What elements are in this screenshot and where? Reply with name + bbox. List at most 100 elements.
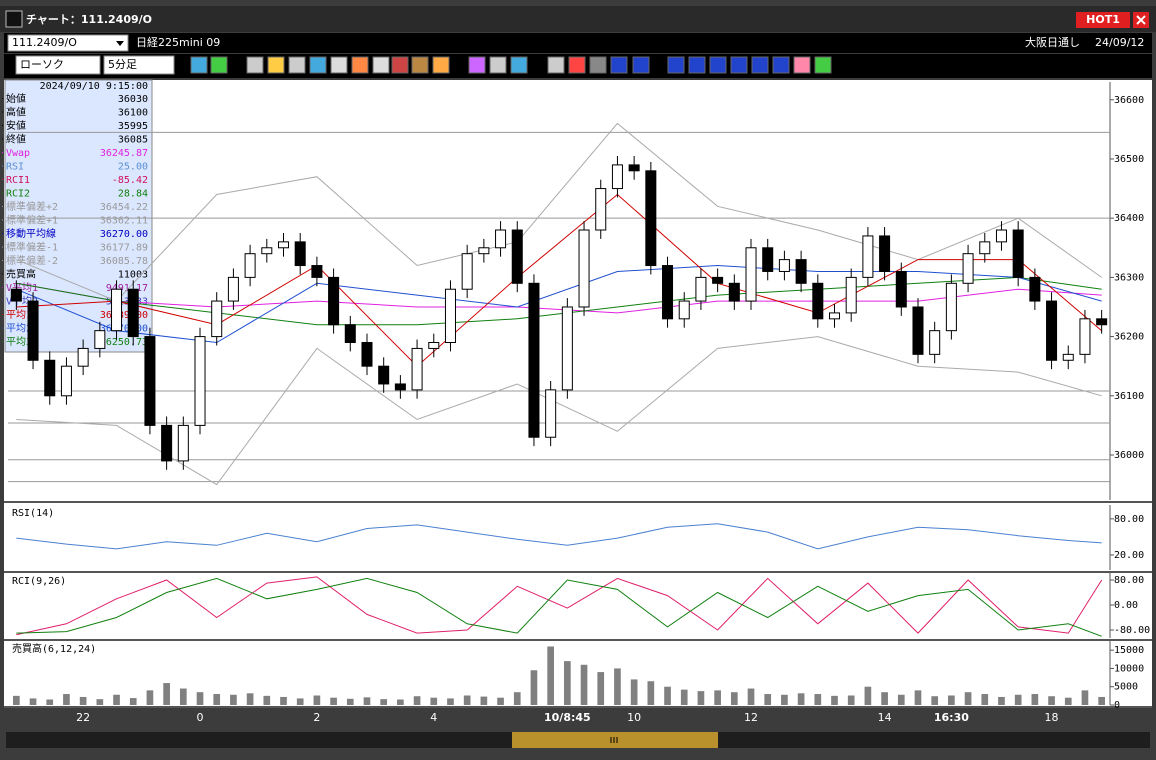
info-value: 36270.00 — [100, 229, 148, 240]
candle-body — [378, 365, 390, 385]
info-swatch — [2, 327, 3, 329]
indicator-line — [16, 576, 1103, 636]
candle-body — [511, 229, 523, 284]
volume-bar — [564, 661, 571, 705]
toolbar-button[interactable] — [210, 56, 228, 74]
volume-bar — [697, 691, 705, 705]
scrollbar-thumb[interactable] — [512, 732, 718, 748]
candle-body — [962, 253, 974, 284]
info-label: 高値 — [6, 106, 26, 119]
toolbar-button[interactable] — [610, 56, 628, 74]
toolbar-button[interactable] — [372, 56, 390, 74]
info-value: 11003 — [118, 270, 148, 281]
volume-bar — [664, 686, 671, 705]
info-swatch — [2, 98, 3, 99]
toolbar-button[interactable] — [468, 56, 486, 74]
volume-bar — [764, 694, 772, 705]
hot-badge[interactable] — [1076, 12, 1130, 28]
volume-bar — [881, 692, 888, 705]
candle-body — [645, 170, 657, 267]
toolbar-button[interactable] — [288, 56, 306, 74]
volume-bar — [1014, 694, 1022, 705]
toolbar-button[interactable] — [568, 56, 586, 74]
info-value: 36189.00 — [100, 310, 148, 321]
volume-bar — [313, 695, 321, 705]
info-label: 標準偏差+1 — [6, 214, 58, 227]
toolbar-button[interactable] — [309, 56, 327, 74]
toolbar-button[interactable] — [751, 56, 769, 74]
volume-bar — [497, 697, 504, 705]
info-value: 36030 — [118, 94, 148, 105]
volume-bar — [914, 690, 922, 705]
candle-body — [211, 300, 223, 338]
volume-bar — [864, 686, 872, 705]
indicator-line — [16, 336, 1102, 486]
toolbar-button[interactable] — [709, 56, 727, 74]
toolbar-button[interactable] — [246, 56, 264, 74]
toolbar-button[interactable] — [267, 56, 285, 74]
y-tick-label: 20.00 — [1114, 550, 1144, 561]
candle-body — [361, 342, 373, 367]
info-swatch — [2, 206, 3, 207]
volume-bar — [981, 694, 989, 705]
symbol-select[interactable] — [7, 34, 129, 52]
candle-body — [127, 288, 139, 338]
candle-body — [394, 383, 406, 391]
candle-body — [812, 282, 824, 320]
toolbar-button[interactable] — [547, 56, 565, 74]
toolbar-button[interactable] — [510, 56, 528, 74]
candle-body — [979, 241, 991, 255]
info-value: 36085.78 — [100, 256, 148, 267]
info-swatch — [2, 287, 3, 288]
toolbar-button[interactable] — [730, 56, 748, 74]
interval-text: 5分足 — [108, 58, 137, 71]
x-axis-band — [4, 706, 1152, 730]
toolbar-button[interactable] — [814, 56, 832, 74]
x-tick-label: 4 — [430, 711, 437, 724]
candle-body — [311, 265, 323, 278]
toolbar-button[interactable] — [667, 56, 685, 74]
candle-body — [762, 247, 774, 272]
toolbar-button[interactable] — [330, 56, 348, 74]
interval-select[interactable] — [103, 55, 175, 75]
candle-body — [478, 247, 490, 255]
info-label: 平均2 — [6, 323, 32, 335]
hot-badge-text: HOT1 — [1086, 13, 1120, 26]
info-label: 平均3 — [6, 336, 32, 348]
info-time: 2024/09/10 9:15:00 — [40, 81, 148, 92]
volume-bar — [931, 696, 939, 705]
volume-bar — [380, 699, 388, 705]
toolbar-button[interactable] — [772, 56, 790, 74]
info-value: 36270.00 — [100, 324, 148, 335]
toolbar-button[interactable] — [793, 56, 811, 74]
volume-bar — [647, 681, 655, 705]
indicator-line — [16, 577, 1102, 637]
toolbar-button[interactable] — [190, 56, 208, 74]
candle-body — [929, 330, 941, 355]
toolbar-button[interactable] — [688, 56, 706, 74]
y-tick-label: 36500 — [1114, 154, 1144, 165]
close-icon — [1136, 15, 1146, 25]
chart-kind-select[interactable] — [15, 55, 101, 75]
indicator-line — [16, 193, 1103, 367]
toolbar-button[interactable] — [632, 56, 650, 74]
info-swatch — [2, 260, 3, 261]
volume-bar — [831, 695, 838, 705]
candle-body — [561, 306, 573, 391]
toolbar-button[interactable] — [589, 56, 607, 74]
toolbar-button[interactable] — [391, 56, 409, 74]
toolbar-button[interactable] — [411, 56, 429, 74]
info-value: 36245.87 — [100, 148, 148, 159]
volume-bar — [129, 698, 137, 705]
toolbar-button[interactable] — [432, 56, 450, 74]
candle-body — [995, 229, 1007, 243]
toolbar-icons — [190, 56, 832, 74]
volume-bar — [296, 698, 304, 705]
info-label: 安値 — [6, 119, 26, 132]
toolbar-button[interactable] — [489, 56, 507, 74]
candle-body — [845, 276, 857, 314]
info-swatch — [2, 219, 3, 221]
volume-bar — [330, 697, 337, 705]
toolbar-button[interactable] — [351, 56, 369, 74]
info-value: -85.42 — [112, 175, 148, 186]
